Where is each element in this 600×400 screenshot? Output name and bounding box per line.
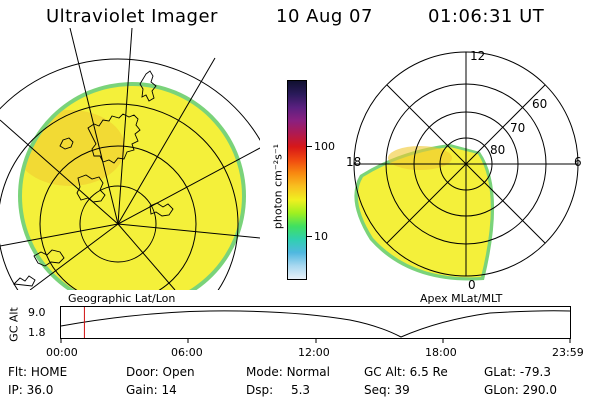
coastline [13, 70, 174, 287]
timeline-xtick-0: 00:00 [46, 346, 78, 359]
timeline-xtick-2: 12:00 [298, 346, 330, 359]
time-label: 01:06:31 UT [428, 6, 545, 27]
info-flt-value: HOME [30, 365, 68, 379]
geographic-map [0, 28, 260, 290]
colorbar-unit-label: photon cm⁻²s⁻¹ [271, 143, 285, 230]
info-ip: IP: 36.0 [8, 383, 53, 397]
mlat-label-70: 70 [510, 121, 525, 135]
apex-label: Apex MLat/MLT [420, 292, 503, 305]
info-gcalt: GC Alt: 6.5 Re [364, 365, 448, 379]
info-glat-label: GLat: [484, 365, 517, 379]
colorbar-label-100: 100 [314, 140, 335, 153]
polar-emission-region [388, 146, 452, 170]
info-dsp-label: Dsp: [246, 383, 274, 397]
info-dsp-value: 5.3 [290, 383, 311, 397]
colorbar-tick-10 [307, 236, 312, 237]
latitude-grid [0, 58, 260, 290]
altitude-curve [60, 310, 571, 338]
info-glat: GLat: -79.3 [484, 365, 551, 379]
info-glat-value: -79.3 [519, 365, 551, 379]
timeline-ytick-max: 9.0 [28, 306, 46, 319]
info-mode-label: Mode: [246, 365, 283, 379]
longitude-grid [0, 28, 260, 290]
mlt-label-6: 6 [574, 155, 582, 169]
timeline-xtick-4: 23:59 [552, 346, 584, 359]
timeline-frame [60, 306, 571, 339]
info-mode: Mode: Normal [246, 365, 330, 379]
timeline-ytick-min: 1.8 [28, 326, 46, 339]
info-flt-label: Flt: [8, 365, 27, 379]
timeline-ticks [60, 338, 571, 343]
polar-image-fill [357, 147, 491, 278]
colorbar-gradient [287, 80, 307, 280]
polar-grid [353, 51, 579, 277]
info-door: Door: Open [126, 365, 195, 379]
info-glon-label: GLon: [484, 383, 519, 397]
instrument-title: Ultraviolet Imager [46, 6, 218, 27]
timeline-axis-label: GC Alt [7, 307, 21, 342]
info-gcalt-value: 6.5 Re [409, 365, 448, 379]
info-mode-value: Normal [286, 365, 330, 379]
mlat-label-60: 60 [532, 97, 547, 111]
colorbar-label-10: 10 [314, 230, 328, 243]
altitude-timeline [60, 306, 571, 343]
mlt-label-18: 18 [346, 155, 361, 169]
info-door-label: Door: [126, 365, 159, 379]
colorbar [287, 80, 307, 280]
info-seq-label: Seq: [364, 383, 391, 397]
colorbar-tick-100 [307, 146, 312, 147]
info-gcalt-label: GC Alt: [364, 365, 406, 379]
mlt-label-12: 12 [470, 49, 485, 63]
date-label: 10 Aug 07 [276, 6, 373, 27]
mlat-label-80: 80 [490, 143, 505, 157]
info-seq: Seq: 39 [364, 383, 410, 397]
info-gain-value: 14 [161, 383, 177, 397]
info-gain: Gain: 14 [126, 383, 177, 397]
timeline-xtick-3: 18:00 [425, 346, 457, 359]
info-dsp: Dsp: 5.3 [246, 383, 310, 397]
info-flt: Flt: HOME [8, 365, 67, 379]
mlt-label-0: 0 [468, 278, 476, 292]
info-glon-value: 290.0 [522, 383, 557, 397]
timeline-xtick-1: 06:00 [171, 346, 203, 359]
info-seq-value: 39 [394, 383, 410, 397]
info-gain-label: Gain: [126, 383, 158, 397]
info-door-value: Open [162, 365, 195, 379]
info-glon: GLon: 290.0 [484, 383, 557, 397]
info-ip-label: IP: [8, 383, 23, 397]
polar-map: 12 18 6 0 60 70 80 [346, 49, 582, 292]
info-ip-value: 36.0 [26, 383, 54, 397]
geographic-label: Geographic Lat/Lon [68, 292, 176, 305]
